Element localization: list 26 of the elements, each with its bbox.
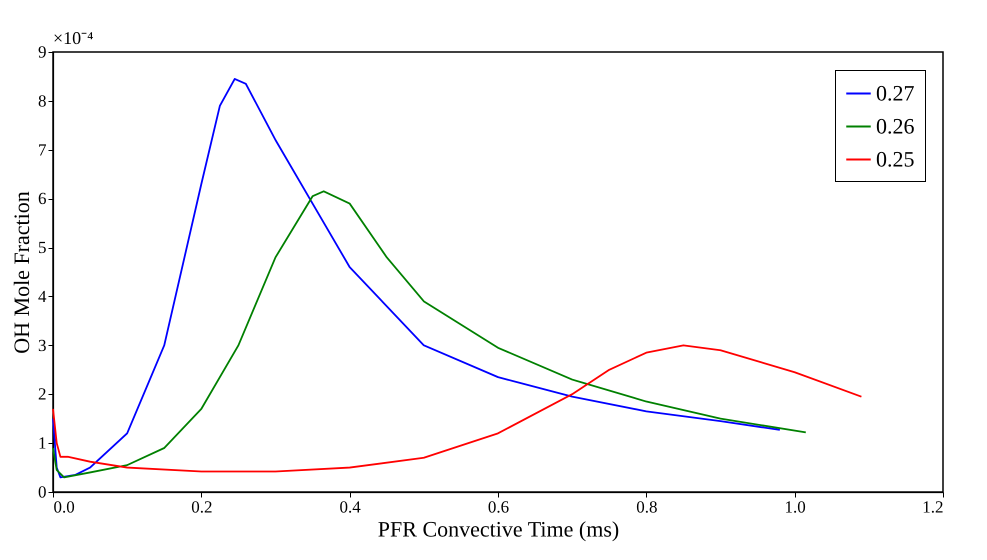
line-series <box>52 190 807 478</box>
legend-label: 0.27 <box>876 80 914 106</box>
y-tick-label: 7 <box>38 140 47 160</box>
x-axis-title: PFR Convective Time (ms) <box>378 516 620 542</box>
y-tick-label: 9 <box>38 42 46 62</box>
legend-label: 0.25 <box>876 146 914 172</box>
y-tick-label: 4 <box>38 286 47 306</box>
x-tick-label: 1.2 <box>922 498 944 516</box>
line-series <box>52 344 862 472</box>
x-tick-label: 0.8 <box>636 498 658 516</box>
y-tick-label: 2 <box>38 384 46 404</box>
y-tick-label: 5 <box>38 238 46 258</box>
y-tick-label: 8 <box>38 91 46 110</box>
line-series <box>52 78 781 478</box>
x-tick-label: 0.6 <box>488 498 510 516</box>
y-axis-title: OH Mole Fraction <box>9 191 34 354</box>
x-tick-label: 0.4 <box>340 498 362 516</box>
y-tick-label: 0 <box>38 482 46 502</box>
y-tick-label: 6 <box>38 189 46 208</box>
y-tick-label: 3 <box>38 336 46 355</box>
text: ×10⁻⁴ <box>53 28 94 48</box>
x-tick-label: 0.0 <box>54 498 75 516</box>
y-tick-label: 1 <box>38 434 46 453</box>
x-tick-label: 1.0 <box>784 498 806 516</box>
legend-label: 0.26 <box>876 114 914 138</box>
x-tick-label: 0.2 <box>191 498 212 516</box>
